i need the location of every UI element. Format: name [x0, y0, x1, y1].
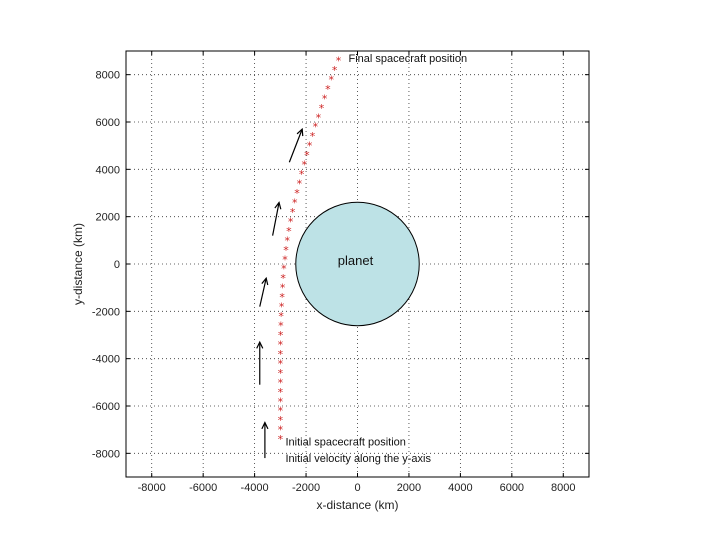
y-tick-label: -6000 [92, 401, 120, 413]
trajectory-point: * [278, 338, 284, 351]
trajectory-point: * [329, 73, 335, 86]
trajectory-point: * [294, 187, 300, 200]
y-tick-label: 0 [114, 259, 120, 271]
y-tick-label: -4000 [92, 354, 120, 366]
velocity-arrows [256, 127, 304, 459]
velocity-arrow [256, 340, 264, 385]
trajectory-point: * [278, 310, 284, 323]
y-tick-label: 8000 [96, 70, 120, 82]
trajectory-point: * [302, 159, 308, 172]
trajectory-point: * [283, 244, 289, 257]
trajectory-point: * [292, 196, 298, 209]
y-tick-label: 2000 [96, 212, 120, 224]
trajectory-point: * [280, 282, 286, 295]
trajectory-point: * [285, 234, 291, 247]
trajectory-point: * [299, 168, 305, 181]
trajectory-point: * [297, 178, 303, 191]
trajectory-point: * [325, 83, 331, 96]
x-tick-label: -4000 [241, 482, 269, 494]
trajectory-point: * [278, 348, 284, 361]
trajectory-point: * [278, 376, 284, 389]
trajectory-point: * [280, 272, 286, 285]
trajectory-point: * [316, 111, 322, 124]
velocity-arrow [272, 201, 282, 236]
trajectory-point: * [279, 291, 285, 304]
trajectory-point: * [278, 386, 284, 399]
trajectory-point: * [278, 424, 284, 437]
x-tick-label: 2000 [397, 482, 421, 494]
trajectory-point: * [336, 54, 342, 67]
x-tick-label: -6000 [189, 482, 217, 494]
y-axis-label: y-distance (km) [71, 223, 85, 305]
planet-disc [295, 201, 420, 327]
axis-ticks: -8000 -6000 -4000 -2000 0 2000 4000 6000 8000 -80… [92, 51, 589, 494]
x-axis-label: x-distance (km) [316, 498, 398, 512]
x-tick-label: 8000 [551, 482, 575, 494]
annotation-initial-velocity: Initial velocity along the y-axis [285, 453, 431, 465]
x-tick-label: -2000 [292, 482, 320, 494]
annotation-final-position: Final spacecraft position [348, 53, 467, 65]
trajectory-point: * [304, 149, 310, 162]
velocity-arrow [288, 127, 304, 163]
velocity-arrow [261, 421, 269, 459]
trajectory-point: * [310, 130, 316, 143]
y-tick-label: 6000 [96, 117, 120, 129]
x-tick-label: 4000 [448, 482, 472, 494]
trajectory-point: * [313, 121, 319, 134]
trajectory-point: * [290, 206, 296, 219]
trajectory-point: * [278, 395, 284, 408]
annotations: Final spacecraft position Initial spacec… [285, 53, 467, 465]
trajectory-point: * [332, 64, 338, 77]
velocity-arrow [259, 276, 269, 307]
x-tick-label: 0 [354, 482, 360, 494]
trajectory-series: ****************************************… [278, 54, 342, 446]
trajectory-point: * [319, 102, 325, 115]
trajectory-point: * [281, 263, 287, 276]
x-tick-label: -8000 [138, 482, 166, 494]
y-tick-label: -2000 [92, 306, 120, 318]
trajectory-point: * [278, 367, 284, 380]
trajectory-point: * [288, 215, 294, 228]
trajectory-point: * [278, 329, 284, 342]
annotation-initial-position: Initial spacecraft position [285, 437, 405, 449]
trajectory-point: * [279, 301, 285, 314]
trajectory-point: * [286, 225, 292, 238]
planet: planet [295, 201, 420, 327]
trajectory-point: * [278, 405, 284, 418]
trajectory-point: * [278, 414, 284, 427]
trajectory-point: * [307, 140, 313, 153]
planet-label: planet [338, 253, 374, 268]
trajectory-point: * [322, 92, 328, 105]
trajectory-point: * [278, 357, 284, 370]
trajectory-point: * [282, 253, 288, 266]
x-tick-label: 6000 [500, 482, 524, 494]
y-tick-label: 4000 [96, 164, 120, 176]
trajectory-point: * [278, 433, 284, 446]
trajectory-point: * [278, 320, 284, 333]
y-tick-label: -8000 [92, 448, 120, 460]
